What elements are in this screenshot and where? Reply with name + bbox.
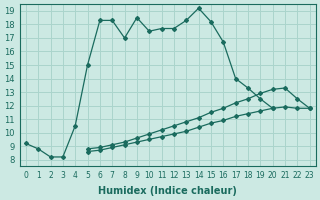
X-axis label: Humidex (Indice chaleur): Humidex (Indice chaleur) [98, 186, 237, 196]
